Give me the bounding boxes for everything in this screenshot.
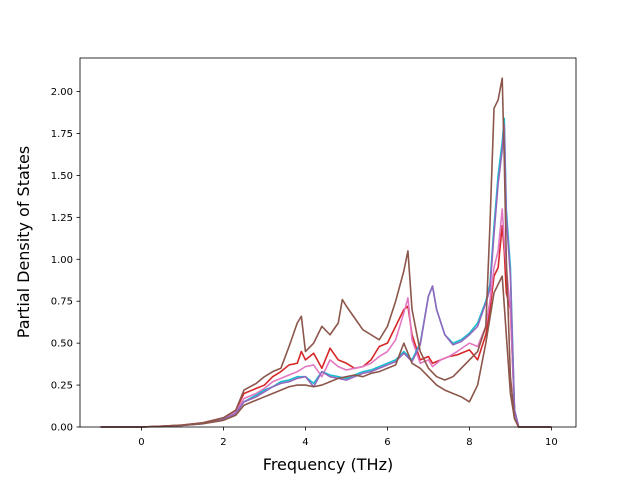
y-ticks: 0.00 0.25 0.50 0.75 1.00 1.25 1.50 1.75 2.00 xyxy=(51,87,80,434)
series-line-3 xyxy=(100,117,552,428)
series-line-5 xyxy=(100,77,552,428)
x-tick-label: 2 xyxy=(220,437,226,448)
series-line-6 xyxy=(100,275,552,428)
series-line-1 xyxy=(100,224,552,428)
x-tick-label: 0 xyxy=(138,437,144,448)
series-line-2 xyxy=(100,208,552,428)
y-tick-label: 1.25 xyxy=(51,213,73,224)
y-tick-label: 1.50 xyxy=(51,171,73,182)
y-tick-label: 0.25 xyxy=(51,381,73,392)
y-tick-label: 0.00 xyxy=(51,423,73,434)
x-tick-label: 8 xyxy=(466,437,472,448)
y-tick-label: 1.00 xyxy=(51,255,73,266)
series-line-4 xyxy=(100,124,552,428)
y-tick-label: 0.75 xyxy=(51,297,73,308)
y-tick-label: 0.50 xyxy=(51,339,73,350)
x-tick-label: 6 xyxy=(384,437,390,448)
y-tick-label: 1.75 xyxy=(51,129,73,140)
y-tick-label: 2.00 xyxy=(51,87,73,98)
plot-frame xyxy=(79,57,577,428)
series-layer xyxy=(100,77,552,428)
x-axis-label: Frequency (THz) xyxy=(263,455,393,474)
y-axis-label: Partial Density of States xyxy=(14,146,33,338)
x-tick-label: 4 xyxy=(302,437,308,448)
x-tick-label: 10 xyxy=(545,437,558,448)
x-ticks: 0 2 4 6 8 10 xyxy=(138,427,558,448)
